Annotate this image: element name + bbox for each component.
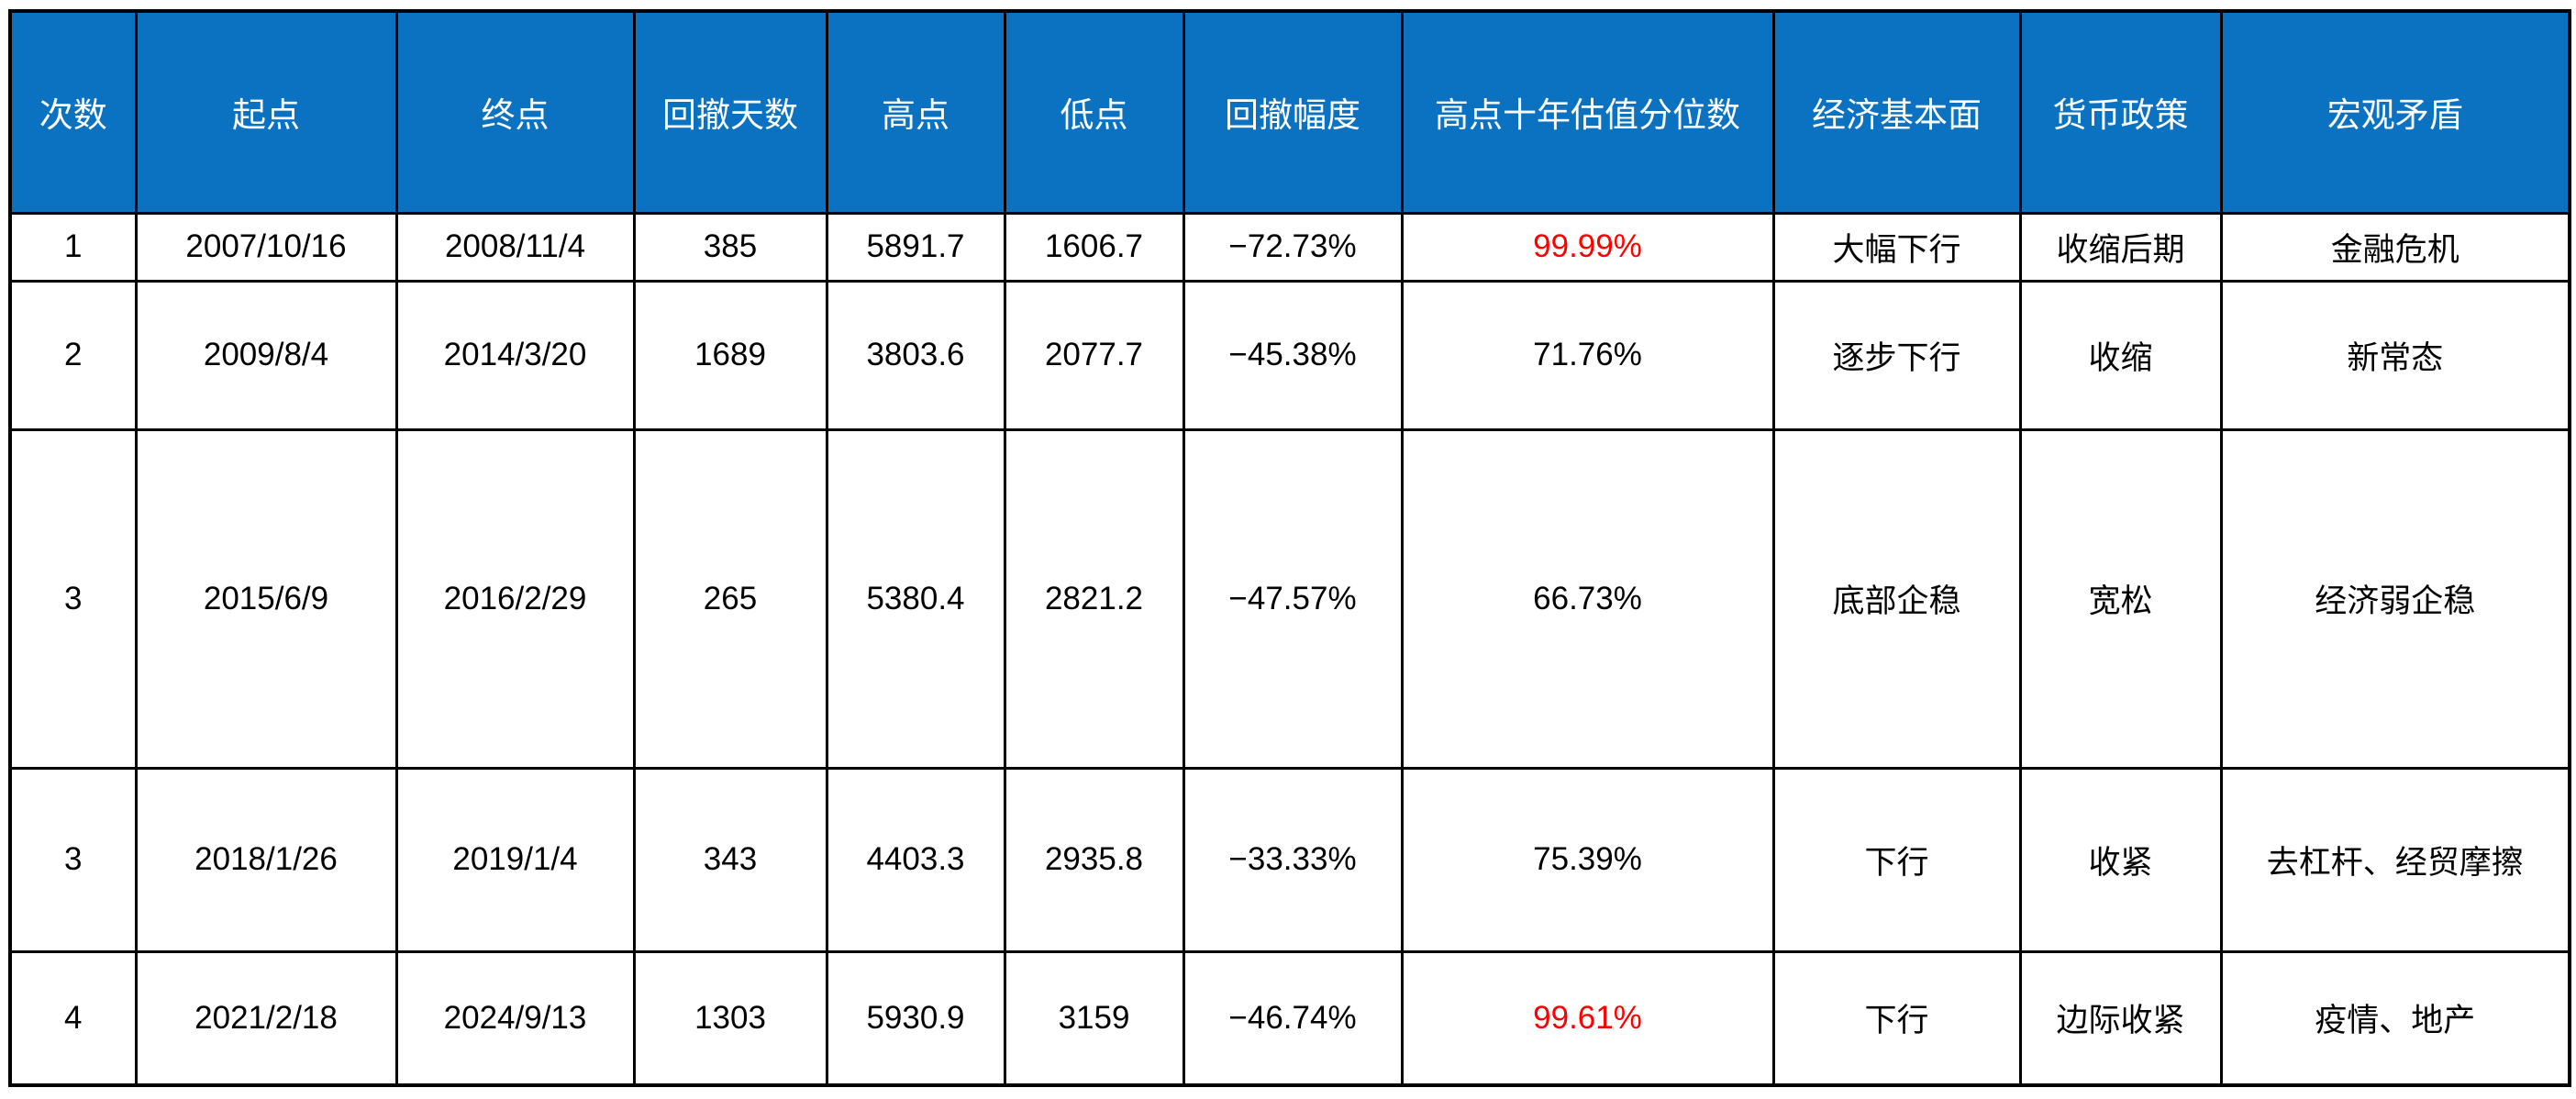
table-cell: 4 xyxy=(8,949,138,1087)
table-cell: 1303 xyxy=(632,949,828,1087)
table-cell: 经济弱企稳 xyxy=(2219,427,2571,770)
table-cell: 3803.6 xyxy=(825,279,1006,431)
table-cell: 收缩后期 xyxy=(2018,211,2223,283)
table-cell: 343 xyxy=(632,766,828,953)
table-container: 次数 起点 终点 回撤天数 高点 低点 回撤幅度 高点十年估值分位数 经济基本面… xyxy=(8,9,2571,1087)
table-cell: 收紧 xyxy=(2018,766,2223,953)
column-header-monetary-policy: 货币政策 xyxy=(2018,9,2223,215)
table-cell: 去杠杆、经贸摩擦 xyxy=(2219,766,2571,953)
table-cell: 大幅下行 xyxy=(1771,211,2022,283)
table-row: 3 2018/1/26 2019/1/4 343 4403.3 2935.8 −… xyxy=(8,766,2571,953)
column-header-high: 高点 xyxy=(825,9,1006,215)
table-cell: 2019/1/4 xyxy=(394,766,636,953)
table-cell: 1689 xyxy=(632,279,828,431)
column-header-economy: 经济基本面 xyxy=(1771,9,2022,215)
table-cell: 2007/10/16 xyxy=(134,211,398,283)
table-row: 2 2009/8/4 2014/3/20 1689 3803.6 2077.7 … xyxy=(8,279,2571,431)
table-cell: 新常态 xyxy=(2219,279,2571,431)
table-cell: 2008/11/4 xyxy=(394,211,636,283)
table-cell: 1 xyxy=(8,211,138,283)
table-cell: 3159 xyxy=(1003,949,1185,1087)
table-row: 4 2021/2/18 2024/9/13 1303 5930.9 3159 −… xyxy=(8,949,2571,1087)
table-cell: 2935.8 xyxy=(1003,766,1185,953)
table-cell: −33.33% xyxy=(1182,766,1404,953)
table-row: 3 2015/6/9 2016/2/29 265 5380.4 2821.2 −… xyxy=(8,427,2571,770)
column-header-low: 低点 xyxy=(1003,9,1185,215)
table-cell: 底部企稳 xyxy=(1771,427,2022,770)
table-cell: 385 xyxy=(632,211,828,283)
table-cell: 疫情、地产 xyxy=(2219,949,2571,1087)
table-cell: 2018/1/26 xyxy=(134,766,398,953)
table-cell: −46.74% xyxy=(1182,949,1404,1087)
table-cell: 71.76% xyxy=(1400,279,1775,431)
table-cell: 2077.7 xyxy=(1003,279,1185,431)
header-row: 次数 起点 终点 回撤天数 高点 低点 回撤幅度 高点十年估值分位数 经济基本面… xyxy=(8,9,2571,215)
table-cell: −72.73% xyxy=(1182,211,1404,283)
column-header-drawdown-days: 回撤天数 xyxy=(632,9,828,215)
table-cell: 边际收紧 xyxy=(2018,949,2223,1087)
table-cell-highlighted: 99.61% xyxy=(1400,949,1775,1087)
table-cell: 4403.3 xyxy=(825,766,1006,953)
table-cell: 75.39% xyxy=(1400,766,1775,953)
table-cell: 宽松 xyxy=(2018,427,2223,770)
column-header-drawdown-pct: 回撤幅度 xyxy=(1182,9,1404,215)
table-cell-highlighted: 99.99% xyxy=(1400,211,1775,283)
table-cell: 3 xyxy=(8,427,138,770)
table-cell: 2021/2/18 xyxy=(134,949,398,1087)
table-cell: 2 xyxy=(8,279,138,431)
table-cell: 金融危机 xyxy=(2219,211,2571,283)
table-cell: −45.38% xyxy=(1182,279,1404,431)
table-cell: −47.57% xyxy=(1182,427,1404,770)
table-cell: 2024/9/13 xyxy=(394,949,636,1087)
table-cell: 收缩 xyxy=(2018,279,2223,431)
table-cell: 1606.7 xyxy=(1003,211,1185,283)
table-cell: 逐步下行 xyxy=(1771,279,2022,431)
table-cell: 2014/3/20 xyxy=(394,279,636,431)
column-header-start: 起点 xyxy=(134,9,398,215)
table-cell: 66.73% xyxy=(1400,427,1775,770)
table-cell: 265 xyxy=(632,427,828,770)
table-cell: 2821.2 xyxy=(1003,427,1185,770)
table-cell: 5930.9 xyxy=(825,949,1006,1087)
column-header-valuation-percentile: 高点十年估值分位数 xyxy=(1400,9,1775,215)
table-cell: 5891.7 xyxy=(825,211,1006,283)
table-cell: 2009/8/4 xyxy=(134,279,398,431)
table-cell: 下行 xyxy=(1771,766,2022,953)
table-cell: 3 xyxy=(8,766,138,953)
table-cell: 2016/2/29 xyxy=(394,427,636,770)
table-cell: 2015/6/9 xyxy=(134,427,398,770)
table-cell: 下行 xyxy=(1771,949,2022,1087)
table-cell: 5380.4 xyxy=(825,427,1006,770)
drawdown-table: 次数 起点 终点 回撤天数 高点 低点 回撤幅度 高点十年估值分位数 经济基本面… xyxy=(8,9,2571,1087)
column-header-macro-conflict: 宏观矛盾 xyxy=(2219,9,2571,215)
column-header-end: 终点 xyxy=(394,9,636,215)
table-row: 1 2007/10/16 2008/11/4 385 5891.7 1606.7… xyxy=(8,211,2571,283)
column-header-count: 次数 xyxy=(8,9,138,215)
